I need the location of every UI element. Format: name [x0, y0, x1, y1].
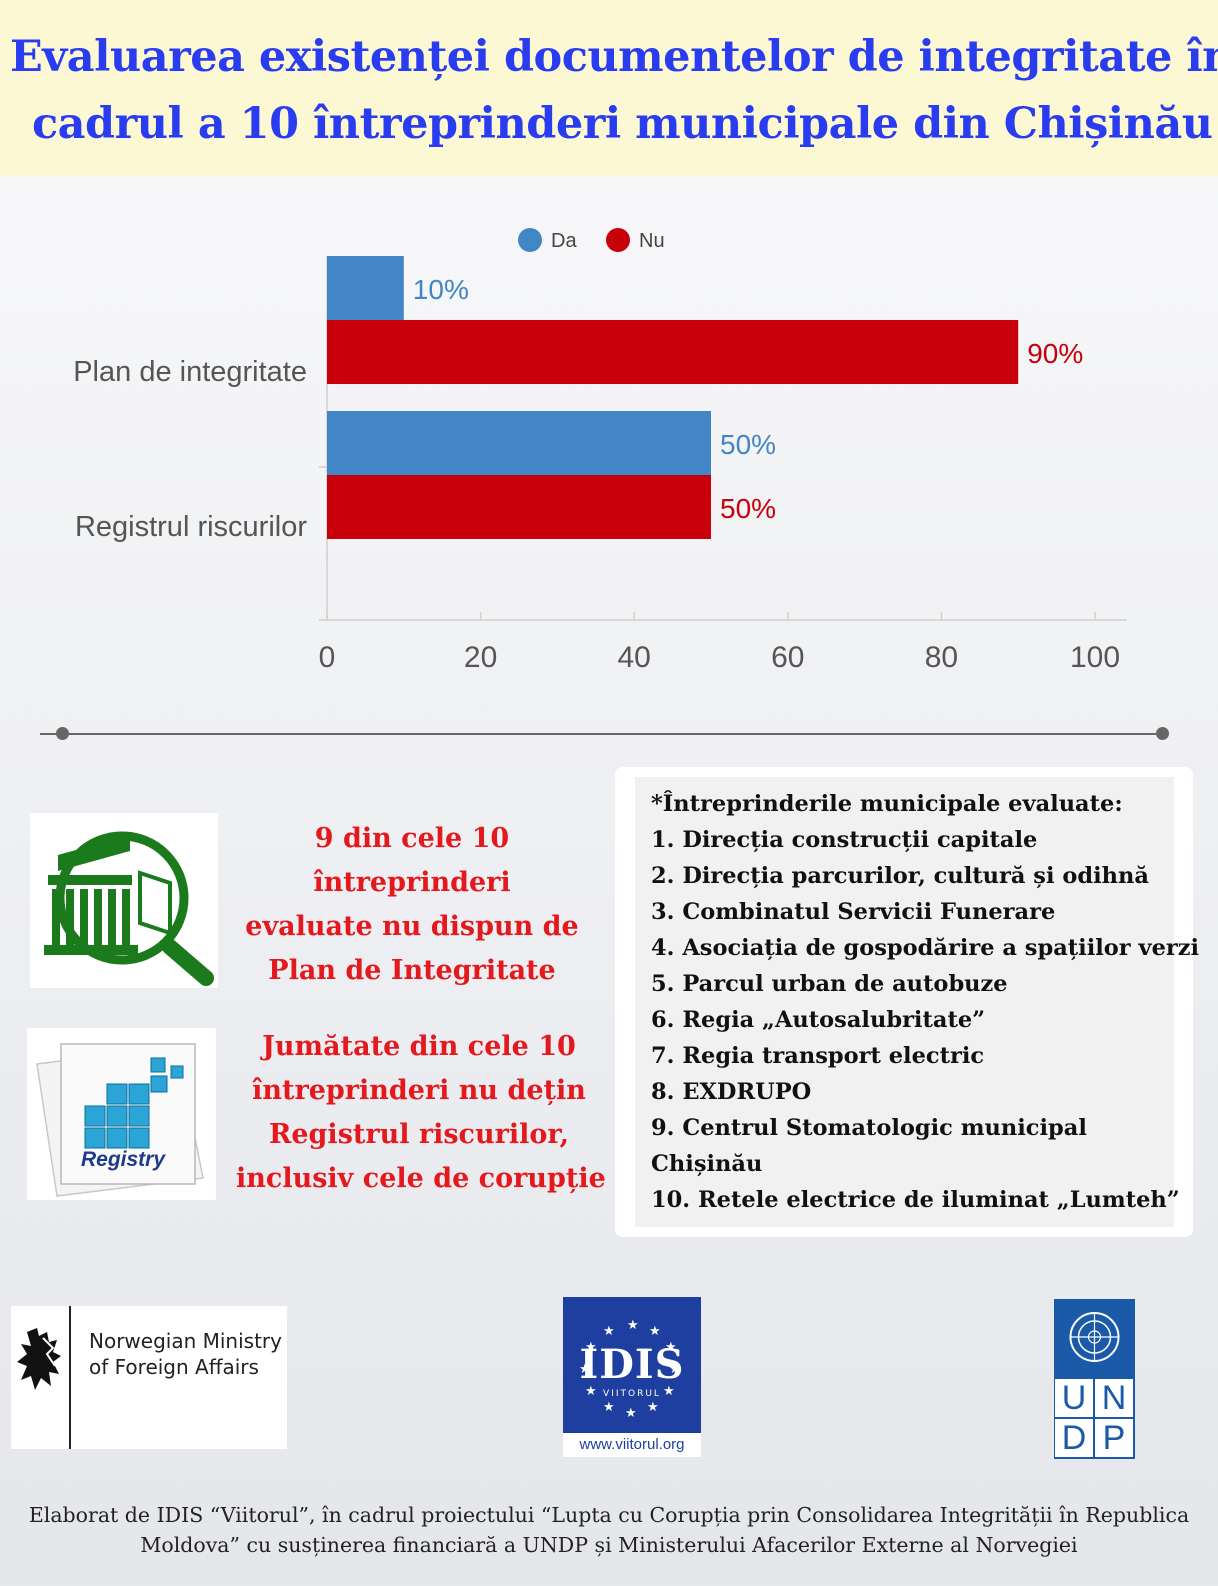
idis-url: www.viitorul.org — [579, 1436, 685, 1453]
title-line-2: cadrul a 10 întreprinderi municipale din… — [32, 99, 1213, 149]
undp-letter: D — [1061, 1419, 1087, 1457]
bar-nu — [327, 475, 711, 539]
list-item: Chișinău — [651, 1151, 763, 1177]
finding-line: întreprinderi nu dețin — [252, 1075, 586, 1106]
footer-line-1: Elaborat de IDIS “Viitorul”, în cadrul p… — [28, 1503, 1190, 1527]
finding-line: Jumătate din cele 10 — [262, 1031, 576, 1062]
title-line-1: Evaluarea existenței documentelor de int… — [10, 32, 1218, 82]
x-tick-label: 100 — [1070, 641, 1120, 674]
svg-text:★: ★ — [665, 1340, 677, 1355]
svg-text:★: ★ — [649, 1324, 661, 1339]
undp-cell: P — [1095, 1419, 1133, 1457]
footer-credit: Elaborat de IDIS “Viitorul”, în cadrul p… — [0, 1500, 1218, 1560]
enterprise-list-background — [635, 777, 1174, 1227]
norway-ministry-logo: Norwegian Ministry of Foreign Affairs — [11, 1306, 287, 1449]
registry-cubes-icon: Registry — [27, 1028, 216, 1200]
list-item: 7. Regia transport electric — [651, 1043, 985, 1069]
un-emblem-icon — [1069, 1312, 1120, 1362]
eu-stars-icon: ★ ★ ★ ★ ★ ★ ★ ★ ★ ★ ★ ★ — [579, 1318, 681, 1421]
data-label: 10% — [413, 274, 469, 305]
building-magnifier-icon — [30, 813, 218, 988]
undp-letter: N — [1101, 1379, 1127, 1417]
svg-text:★: ★ — [625, 1406, 637, 1421]
list-item: 9. Centrul Stomatologic municipal — [651, 1115, 1087, 1141]
registry-label: Registry — [81, 1148, 166, 1171]
divider-dot-right — [1156, 727, 1169, 740]
finding-registrul-riscurilor: Jumătate din cele 10 întreprinderi nu de… — [236, 1025, 606, 1201]
list-item: 4. Asociația de gospodărire a spațiilor … — [651, 935, 1200, 961]
x-tick-label: 20 — [464, 641, 497, 674]
enterprise-list-heading: *Întreprinderile municipale evaluate: — [651, 791, 1123, 817]
undp-cell: U — [1055, 1379, 1093, 1417]
finding-line: Registrul riscurilor, — [268, 1119, 570, 1150]
norway-logo-text: Norwegian Ministry of Foreign Affairs — [89, 1328, 282, 1380]
svg-text:★: ★ — [585, 1340, 597, 1355]
svg-text:★: ★ — [603, 1324, 615, 1339]
svg-text:★: ★ — [663, 1384, 675, 1399]
undp-letter: P — [1102, 1419, 1126, 1457]
svg-text:★: ★ — [669, 1362, 681, 1377]
norway-line-1: Norwegian Ministry — [89, 1329, 282, 1353]
idis-viitorul-logo: ★ ★ ★ ★ ★ ★ ★ ★ ★ ★ ★ ★ IDIS VIITORUL www.viitor… — [563, 1297, 701, 1457]
legend-marker-da — [518, 228, 542, 252]
x-tick-label: 60 — [771, 641, 804, 674]
idis-url-strip: www.viitorul.org — [563, 1433, 701, 1457]
enterprise-list: *Întreprinderile municipale evaluate: 1.… — [651, 786, 1200, 1218]
legend-marker-nu — [606, 228, 630, 252]
legend-label: Nu — [639, 230, 665, 252]
bar-da — [327, 256, 404, 320]
svg-text:★: ★ — [627, 1318, 639, 1333]
footer-line-2: Moldova” cu susținerea financiară a UNDP… — [140, 1533, 1078, 1557]
bar-da — [327, 411, 711, 475]
list-item: 3. Combinatul Servicii Funerare — [651, 899, 1056, 925]
svg-text:★: ★ — [603, 1400, 615, 1415]
idis-mark: IDIS — [579, 1341, 685, 1388]
svg-text:★: ★ — [579, 1362, 591, 1377]
finding-line: evaluate nu dispun de — [245, 911, 579, 942]
finding-line: întreprinderi — [313, 867, 511, 898]
undp-letters: U N D P — [1054, 1379, 1135, 1459]
category-label: Plan de integritate — [73, 356, 307, 388]
bar-nu — [327, 320, 1019, 384]
undp-letter: U — [1061, 1379, 1087, 1417]
finding-line: Plan de Integritate — [268, 955, 556, 986]
finding-line: 9 din cele 10 — [314, 823, 510, 854]
list-item: 2. Direcția parcurilor, cultură și odihn… — [651, 863, 1149, 889]
x-tick-label: 80 — [925, 641, 958, 674]
bar-chart: 0 20 40 60 80 100 Plan de integritate 10% 90% Reg… — [73, 228, 1127, 674]
list-item: 10. Retele electrice de iluminat „Lumteh… — [651, 1187, 1180, 1213]
svg-text:★: ★ — [585, 1384, 597, 1399]
idis-sub: VIITORUL — [603, 1389, 661, 1399]
norway-line-2: of Foreign Affairs — [89, 1355, 259, 1379]
norway-lion-icon — [17, 1328, 61, 1390]
divider-line — [40, 733, 1165, 735]
list-item: 8. EXDRUPO — [651, 1079, 812, 1105]
finding-plan-integritate: 9 din cele 10 întreprinderi evaluate nu … — [222, 817, 602, 993]
data-label: 50% — [720, 429, 776, 460]
category-label: Registrul riscurilor — [75, 511, 307, 543]
data-label: 50% — [720, 493, 776, 524]
x-tick-label: 0 — [319, 641, 336, 674]
divider-dot-left — [56, 727, 69, 740]
title-banner: Evaluarea existenței documentelor de int… — [0, 0, 1218, 176]
x-tick-label: 40 — [618, 641, 651, 674]
undp-cell: N — [1095, 1379, 1133, 1417]
undp-cell: D — [1055, 1419, 1093, 1457]
legend-label: Da — [551, 230, 577, 252]
norway-logo-divider — [69, 1306, 71, 1449]
svg-text:★: ★ — [647, 1400, 659, 1415]
finding-line: inclusiv cele de corupție — [236, 1163, 606, 1194]
list-item: 1. Direcția construcții capitale — [651, 827, 1038, 853]
list-item: 5. Parcul urban de autobuze — [651, 971, 1008, 997]
undp-logo: U N D P — [1054, 1299, 1135, 1459]
list-item: 6. Regia „Autosalubritate” — [651, 1007, 986, 1033]
data-label: 90% — [1027, 338, 1083, 369]
